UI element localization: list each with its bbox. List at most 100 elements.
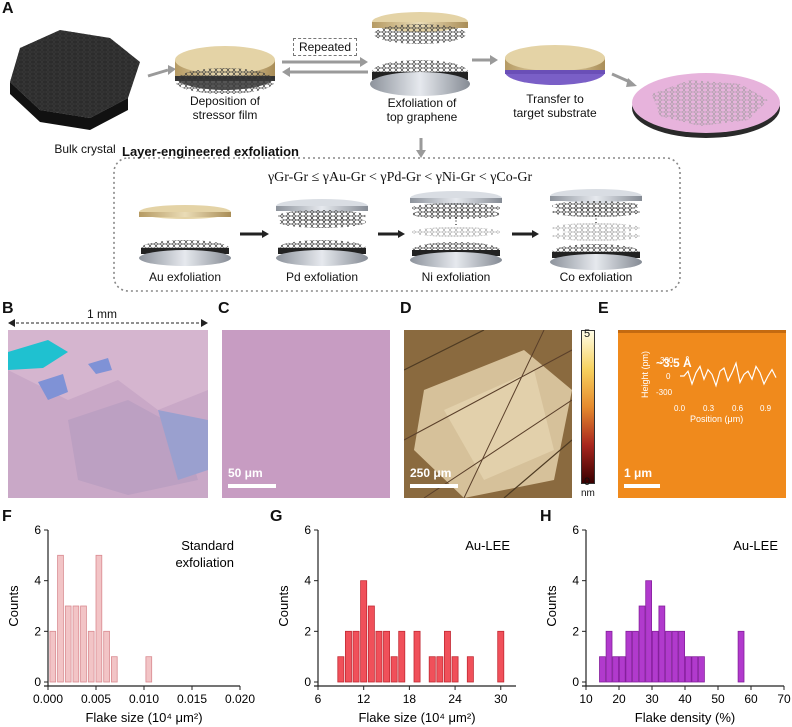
x-tick-label-h: 30	[645, 692, 659, 706]
bar-f	[87, 630, 95, 683]
roughness-label: ~3.5 Å	[656, 356, 692, 370]
ni-step-label: Ni exfoliation	[421, 270, 491, 284]
bar-g	[436, 656, 444, 683]
inset-profile	[680, 361, 777, 388]
panel-label-b: B	[2, 300, 14, 317]
bar-g	[413, 630, 421, 683]
y-tick-label-h: 4	[572, 574, 579, 588]
bar-g	[337, 656, 345, 683]
inset-ytick-neg300: -300	[656, 388, 673, 397]
x-axis-label-g: Flake size (10⁴ μm²)	[358, 710, 475, 725]
x-tick-label-h: 40	[678, 692, 692, 706]
panel-label-h: H	[540, 508, 552, 525]
x-tick-label-g: 18	[403, 692, 417, 706]
annotation-h: Au-LEE	[733, 538, 778, 553]
bulk-crystal-illustration	[10, 30, 140, 130]
deposition-label: Deposition of stressor film	[175, 94, 275, 122]
x-tick-label-h: 70	[777, 692, 791, 706]
annotation-g: Au-LEE	[465, 538, 510, 553]
inset-xtick-1: 0.3	[703, 404, 715, 413]
exfoliation-label: Exfoliation of top graphene	[372, 96, 472, 124]
x-axis-label-h: Flake density (%)	[635, 710, 735, 725]
stressor-film-disc	[175, 46, 275, 94]
pd-step-illustration	[276, 199, 368, 266]
panel-label-a: A	[2, 0, 14, 17]
exfoliation-line1: Exfoliation of	[387, 96, 457, 110]
lee-box	[113, 157, 681, 292]
bar-f	[145, 656, 153, 683]
inset-ytick-300: 300	[660, 356, 674, 365]
afm-image-d	[404, 330, 572, 498]
y-axis-label-h: Counts	[544, 585, 559, 627]
colorbar-max: 5	[584, 328, 591, 340]
bar-g	[443, 630, 451, 683]
bar-f	[103, 630, 110, 683]
colorbar-min: 0	[584, 476, 591, 488]
bar-h	[671, 630, 679, 683]
au-step-illustration	[139, 205, 231, 266]
y-tick-label-h: 0	[572, 675, 579, 689]
inset-xtick-3: 0.9	[760, 404, 772, 413]
x-tick-label-h: 50	[711, 692, 725, 706]
bar-h	[684, 656, 692, 683]
bar-h	[625, 630, 633, 683]
y-tick-label-h: 6	[572, 523, 579, 537]
bar-h	[658, 605, 666, 683]
annotation-f: exfoliation	[175, 555, 234, 570]
bar-g	[390, 656, 398, 683]
bulk-crystal-label: Bulk crystal	[54, 142, 116, 156]
y-tick-label-g: 0	[304, 675, 311, 689]
transfer-line2: target substrate	[513, 106, 597, 120]
x-tick-label-f: 0.000	[33, 692, 63, 706]
panel-label-f: F	[2, 508, 12, 525]
x-tick-label-g: 24	[448, 692, 462, 706]
panel-label-g: G	[270, 508, 283, 525]
pd-step-label: Pd exfoliation	[285, 270, 359, 284]
bar-h	[605, 630, 613, 683]
scale-bar-d	[410, 484, 458, 488]
panel-label-c: C	[218, 300, 230, 317]
bar-h	[645, 580, 653, 683]
scale-label-d: 250 μm	[410, 466, 452, 480]
afm-image-e	[618, 330, 786, 498]
y-tick-label-g: 6	[304, 523, 311, 537]
y-tick-label-f: 6	[34, 523, 41, 537]
bar-h	[698, 656, 705, 683]
bar-h	[737, 630, 745, 683]
transfer-line1: Transfer to	[526, 92, 584, 106]
transfer-label: Transfer to target substrate	[505, 92, 605, 120]
bar-h	[651, 630, 659, 683]
co-step-label: Co exfoliation	[559, 270, 633, 284]
bar-f	[72, 605, 80, 683]
panel-label-e: E	[598, 300, 609, 317]
x-axis-label-f: Flake size (10⁴ μm²)	[85, 710, 202, 725]
bar-g	[375, 630, 383, 683]
co-step-illustration: ⋮	[550, 189, 642, 270]
bar-f	[111, 656, 118, 683]
au-step-label: Au exfoliation	[148, 270, 222, 284]
bar-g	[466, 656, 474, 683]
scale-label-c: 50 μm	[228, 466, 263, 480]
repeated-label: Repeated	[293, 38, 357, 56]
exfoliation-illustration	[370, 12, 470, 96]
y-tick-label-f: 4	[34, 574, 41, 588]
deposition-line2: stressor film	[192, 108, 258, 122]
scale-arrow-b	[8, 319, 208, 327]
y-tick-label-f: 2	[34, 624, 41, 638]
bar-g	[360, 580, 368, 683]
bar-f	[80, 605, 87, 683]
x-tick-label-f: 0.010	[129, 692, 159, 706]
y-tick-label-g: 4	[304, 574, 311, 588]
scale-bar-c	[228, 484, 276, 488]
bar-g	[398, 630, 406, 683]
bar-g	[352, 630, 360, 683]
panel-label-d: D	[400, 300, 412, 317]
bar-g	[497, 630, 505, 683]
bar-f	[57, 554, 64, 683]
bar-h	[665, 630, 672, 683]
inset-xtick-2: 0.6	[732, 404, 744, 413]
deposition-line1: Deposition of	[189, 94, 261, 108]
bar-g	[428, 656, 436, 683]
x-tick-label-f: 0.020	[225, 692, 255, 706]
